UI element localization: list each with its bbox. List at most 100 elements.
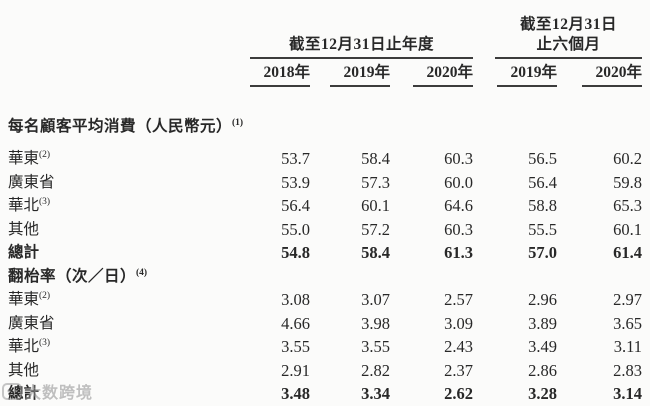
row-label: 廣東省 <box>8 173 55 191</box>
empty-cell <box>8 6 250 34</box>
column-gap <box>473 34 495 58</box>
value-cell: 2.91 <box>281 360 310 380</box>
year-column-2020: 2020年 <box>390 58 473 87</box>
value-cell: 3.09 <box>444 313 473 333</box>
table-row: 總計 54.8 58.4 61.3 57.0 61.4 <box>8 241 642 265</box>
value-cell: 55.5 <box>528 219 557 239</box>
value-cell: 59.8 <box>613 172 643 192</box>
value-cell: 54.8 <box>281 243 310 262</box>
value-cell: 60.1 <box>361 196 390 215</box>
value-cell: 53.9 <box>281 172 310 192</box>
table-row: 華北(3) 56.4 60.1 64.6 58.8 65.3 <box>8 194 642 218</box>
value-cell: 60.3 <box>444 219 473 239</box>
table-body: 每名顧客平均消費（人民幣元）(1) 華東(2) 53.7 58.4 60.3 56.5 60… <box>8 87 642 406</box>
footnote-marker: (4) <box>136 267 148 278</box>
value-cell: 60.3 <box>444 149 473 168</box>
value-cell: 56.4 <box>281 196 310 215</box>
column-gap <box>473 6 495 34</box>
value-cell: 60.0 <box>444 172 473 192</box>
empty-cell <box>8 58 250 87</box>
column-gap <box>473 241 495 265</box>
value-cell: 64.6 <box>444 196 473 215</box>
row-label: 華東(2) <box>8 149 51 167</box>
section-header-row: 翻枱率（次／日）(4) <box>8 265 642 289</box>
value-cell: 57.0 <box>528 243 557 262</box>
value-cell: 65.3 <box>613 196 643 215</box>
column-gap <box>473 335 495 359</box>
value-cell: 2.96 <box>528 290 557 309</box>
value-cell: 53.7 <box>281 149 310 168</box>
value-cell: 57.2 <box>361 219 390 239</box>
group-header-row-2: 截至12月31日止年度 止六個月 <box>8 34 643 59</box>
empty-cell <box>8 34 250 58</box>
row-label: 華東(2) <box>8 290 51 308</box>
value-cell: 3.14 <box>613 384 643 403</box>
value-cell: 2.86 <box>528 360 557 380</box>
footnote-marker: (3) <box>39 337 51 348</box>
period-year-ended-title: 截至12月31日止年度 <box>250 34 473 59</box>
year-column-2019: 2019年 <box>310 58 390 87</box>
year-header-row: 2018年 2019年 2020年 2019年 2020年 <box>8 58 643 87</box>
value-cell: 60.1 <box>613 219 643 239</box>
value-cell: 3.48 <box>281 384 310 403</box>
value-cell: 60.2 <box>613 149 643 168</box>
row-label: 廣東省 <box>8 314 55 332</box>
value-cell: 2.43 <box>444 337 473 356</box>
value-cell: 2.83 <box>613 360 643 380</box>
group-header-row-1: 截至12月31日 <box>8 6 642 34</box>
value-cell: 3.34 <box>361 384 390 403</box>
value-cell: 56.5 <box>528 149 557 168</box>
value-cell: 3.49 <box>528 337 557 356</box>
value-cell: 58.8 <box>528 196 557 215</box>
period-six-months-title-line2: 止六個月 <box>495 34 643 59</box>
value-cell: 3.55 <box>281 337 310 356</box>
table-row: 華東(2) 3.08 3.07 2.57 2.96 2.97 <box>8 288 642 312</box>
row-label: 其他 <box>8 361 40 379</box>
footnote-marker: (3) <box>39 196 51 207</box>
footnote-marker: (1) <box>232 117 244 128</box>
value-cell: 3.65 <box>613 313 643 333</box>
footnote-marker: (2) <box>39 149 51 160</box>
row-label: 總計 <box>8 385 40 402</box>
value-cell: 3.28 <box>528 384 557 403</box>
column-gap <box>473 147 495 171</box>
value-cell: 61.4 <box>613 243 643 262</box>
row-label: 華北(3) <box>8 337 51 355</box>
section-header-row: 每名顧客平均消費（人民幣元）(1) <box>8 87 642 147</box>
value-cell: 55.0 <box>281 219 310 239</box>
value-cell: 57.3 <box>361 172 390 192</box>
row-label: 其他 <box>8 220 40 238</box>
value-cell: 3.08 <box>281 290 310 309</box>
column-gap <box>473 58 495 87</box>
year-column-2018: 2018年 <box>250 58 310 87</box>
column-gap <box>473 194 495 218</box>
table-row: 其他 2.91 2.82 2.37 2.86 2.83 <box>8 359 642 383</box>
year-column-2019-6m: 2019年 <box>495 58 557 87</box>
table-row: 廣東省 53.9 57.3 60.0 56.4 59.8 <box>8 171 642 195</box>
table-row: 華東(2) 53.7 58.4 60.3 56.5 60.2 <box>8 147 642 171</box>
table-row: 其他 55.0 57.2 60.3 55.5 60.1 <box>8 218 642 242</box>
value-cell: 2.57 <box>444 290 473 309</box>
section-header-label: 翻枱率（次／日）(4) <box>8 267 148 285</box>
table-row: 總計 3.48 3.34 2.62 3.28 3.14 <box>8 382 642 406</box>
year-column-2020-6m: 2020年 <box>557 58 643 87</box>
column-gap <box>473 359 495 383</box>
period-six-months-title-line1: 截至12月31日 <box>520 16 618 33</box>
value-cell: 2.62 <box>444 384 473 403</box>
table-row: 廣東省 4.66 3.98 3.09 3.89 3.65 <box>8 312 642 336</box>
value-cell: 3.89 <box>528 313 557 333</box>
value-cell: 3.98 <box>361 313 390 333</box>
footnote-marker: (2) <box>39 290 51 301</box>
section-header-label: 每名顧客平均消費（人民幣元）(1) <box>8 117 244 135</box>
column-gap <box>473 171 495 195</box>
value-cell: 2.97 <box>613 290 643 309</box>
value-cell: 58.4 <box>361 149 390 168</box>
row-label: 華北(3) <box>8 196 51 214</box>
value-cell: 4.66 <box>281 313 310 333</box>
value-cell: 2.37 <box>444 360 473 380</box>
table-row: 華北(3) 3.55 3.55 2.43 3.49 3.11 <box>8 335 642 359</box>
value-cell: 61.3 <box>444 243 473 262</box>
empty-cell <box>250 6 473 34</box>
column-gap <box>473 312 495 336</box>
